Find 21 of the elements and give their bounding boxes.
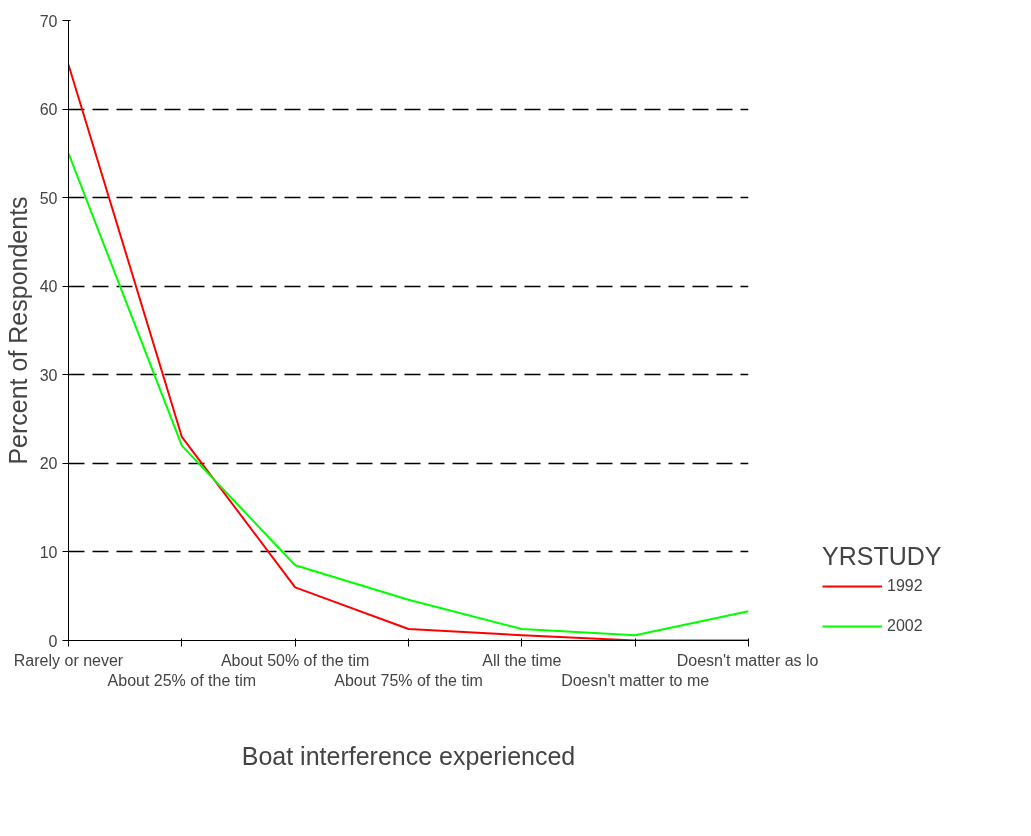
y-tick-label: 20 [39, 455, 58, 473]
x-tick-label: Doesn't matter to me [561, 671, 710, 689]
x-axis-title: Boat interference experienced [241, 741, 576, 770]
x-tick-label: About 50% of the tim [220, 651, 370, 669]
x-tick-label: Doesn't matter as lo [676, 651, 819, 669]
y-tick-label: 40 [39, 278, 58, 296]
y-tick-label: 30 [39, 366, 58, 384]
y-tick-label: 70 [39, 12, 58, 30]
legend-label: 1992 [887, 577, 923, 595]
y-tick-label: 10 [39, 543, 58, 561]
y-tick-label: 50 [39, 189, 58, 207]
x-tick-label: Rarely or never [13, 651, 124, 669]
legend-title: YRSTUDY [822, 542, 942, 571]
legend-label: 2002 [887, 617, 923, 635]
y-axis-title: Percent of Respondents [3, 196, 32, 465]
x-tick-label: About 75% of the tim [334, 671, 483, 689]
x-tick-label: About 25% of the tim [107, 671, 257, 689]
y-tick-label: 0 [48, 632, 58, 650]
line-series [68, 152, 749, 637]
y-tick-label: 60 [39, 101, 58, 119]
x-tick-label: All the time [482, 651, 562, 669]
